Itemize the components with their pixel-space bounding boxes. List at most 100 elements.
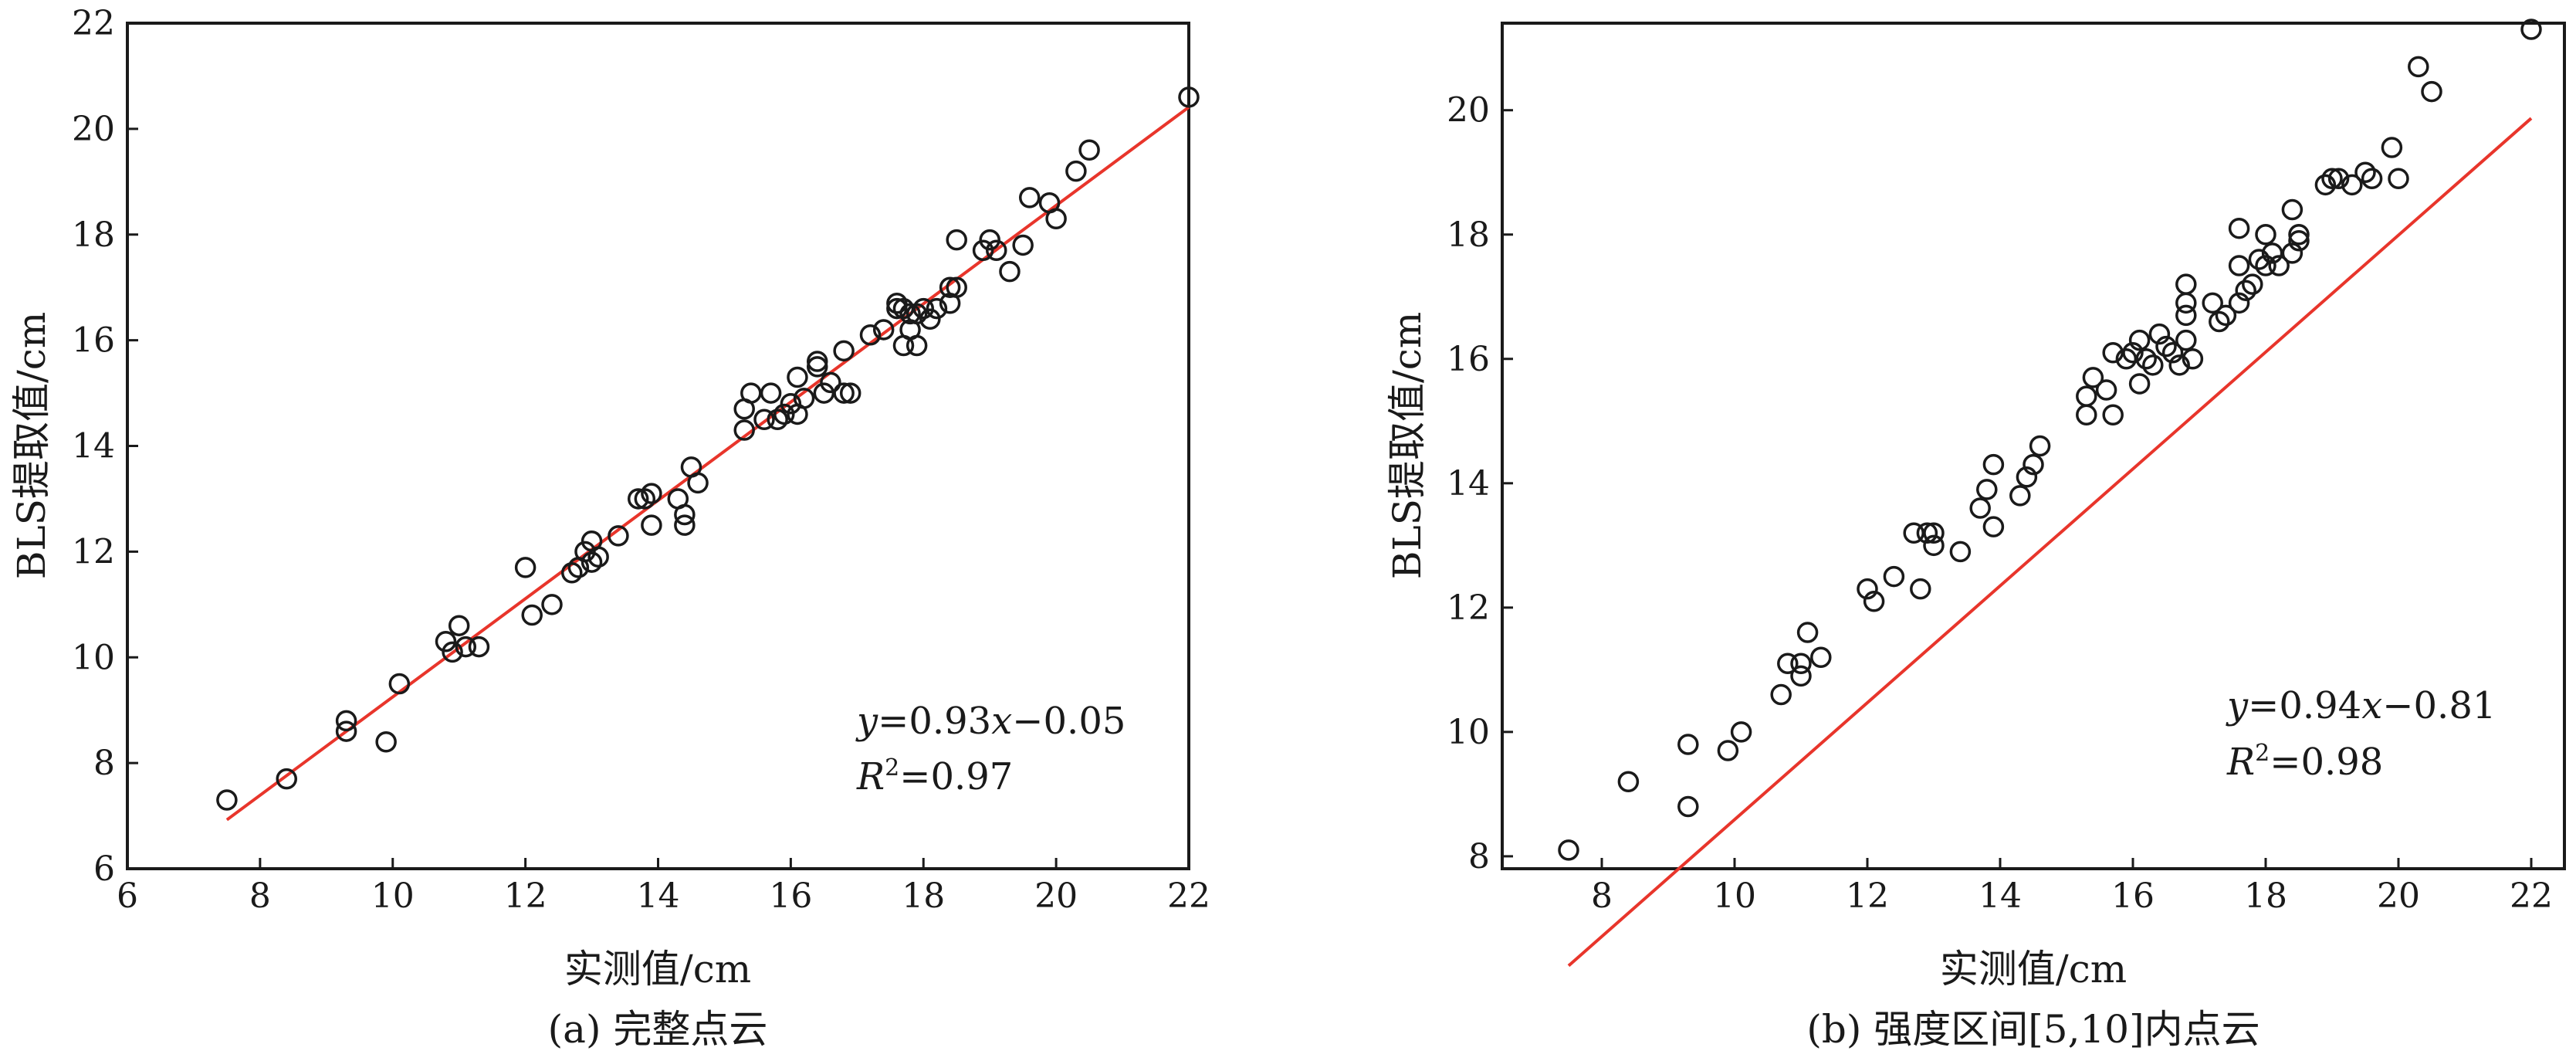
data-point <box>587 546 609 568</box>
data-point <box>455 636 477 658</box>
y-tick-label: 8 <box>93 744 115 783</box>
data-point <box>2115 348 2138 370</box>
data-point <box>674 503 696 526</box>
data-point <box>912 297 934 320</box>
x-tick-label: 18 <box>2244 876 2287 916</box>
data-point <box>2009 485 2031 507</box>
data-point <box>926 297 948 320</box>
y-tick-label: 6 <box>93 849 115 889</box>
data-point <box>674 514 696 536</box>
data-point <box>1923 534 1945 557</box>
data-point <box>2327 168 2350 190</box>
data-point <box>999 260 1021 283</box>
x-tick-label: 14 <box>637 876 680 916</box>
data-point <box>892 297 915 320</box>
x-tick-label: 8 <box>249 876 271 916</box>
data-point <box>2255 255 2276 276</box>
data-point <box>2168 354 2190 376</box>
data-point <box>1949 541 1972 563</box>
data-point <box>2175 304 2197 327</box>
data-point <box>859 324 882 346</box>
data-point <box>1923 522 1945 544</box>
data-point <box>448 615 470 636</box>
regression-equation: y=0.93x−0.05 <box>855 700 1126 743</box>
data-point <box>2148 323 2171 345</box>
data-point <box>919 308 941 330</box>
y-tick-label: 10 <box>1447 713 1490 752</box>
x-tick-label: 16 <box>769 876 812 916</box>
data-point <box>807 356 828 378</box>
r-squared: R2=0.97 <box>856 754 1013 798</box>
data-point <box>2029 435 2051 457</box>
data-point <box>2076 385 2097 407</box>
data-point <box>2076 404 2097 425</box>
axis-ticks: 6 8 10 12 14 16 18 20 22 6 8 10 12 14 16 18 20 22 <box>72 4 1210 916</box>
data-point <box>2082 367 2104 388</box>
data-point <box>2408 56 2429 78</box>
data-point <box>2261 242 2283 264</box>
data-point <box>2242 273 2263 295</box>
data-point <box>939 276 961 298</box>
data-point <box>435 630 457 653</box>
data-point <box>581 551 603 573</box>
data-point <box>2381 137 2403 158</box>
data-point <box>1969 497 1991 519</box>
data-point <box>1730 721 1752 743</box>
data-point <box>2215 304 2237 327</box>
data-point <box>2288 230 2310 252</box>
data-point <box>375 731 397 753</box>
data-point <box>2102 404 2124 425</box>
y-axis-title: BLS提取值/cm <box>1385 312 1430 579</box>
data-point <box>2248 249 2270 270</box>
data-point <box>760 382 782 404</box>
data-point <box>561 562 583 584</box>
data-point <box>2281 198 2304 221</box>
data-point <box>2228 255 2250 276</box>
data-point <box>2268 255 2290 276</box>
data-point <box>1617 771 1640 793</box>
data-point <box>641 514 662 536</box>
data-point <box>2281 242 2304 264</box>
data-point <box>773 403 795 425</box>
data-point <box>1790 665 1812 687</box>
data-point <box>946 229 967 251</box>
data-point <box>1903 522 1924 544</box>
data-point <box>1796 622 1819 643</box>
data-point <box>2228 292 2250 314</box>
data-point <box>2354 161 2376 183</box>
data-point <box>979 229 1000 251</box>
y-tick-label: 10 <box>72 638 115 677</box>
data-point <box>813 382 835 404</box>
data-point <box>767 408 788 431</box>
y-tick-label: 20 <box>1447 91 1490 131</box>
data-point <box>1677 734 1699 755</box>
y-tick-label: 20 <box>72 110 115 149</box>
y-tick-label: 14 <box>1447 464 1490 503</box>
data-point <box>1045 208 1067 229</box>
data-point <box>1777 653 1799 675</box>
data-point <box>820 371 841 394</box>
data-point <box>514 557 537 578</box>
data-point <box>2161 341 2184 364</box>
data-point <box>2288 224 2310 246</box>
data-point <box>216 789 238 811</box>
data-point <box>2023 453 2044 476</box>
data-point <box>972 239 994 262</box>
data-point <box>1178 86 1200 108</box>
data-point <box>2016 466 2038 488</box>
data-point <box>2202 292 2223 314</box>
x-tick-label: 10 <box>1713 876 1756 916</box>
data-point <box>388 673 411 695</box>
regression-equation: y=0.94x−0.81 <box>2226 684 2496 727</box>
data-point <box>1810 646 1832 668</box>
data-point <box>335 720 357 742</box>
data-point <box>608 525 629 547</box>
data-point <box>2520 19 2542 40</box>
data-point <box>2255 224 2276 246</box>
x-tick-label: 16 <box>2111 876 2155 916</box>
data-point <box>2175 329 2197 351</box>
data-point <box>787 366 808 388</box>
data-point <box>839 382 861 404</box>
y-tick-label: 8 <box>1468 837 1490 876</box>
x-tick-label: 12 <box>504 876 547 916</box>
